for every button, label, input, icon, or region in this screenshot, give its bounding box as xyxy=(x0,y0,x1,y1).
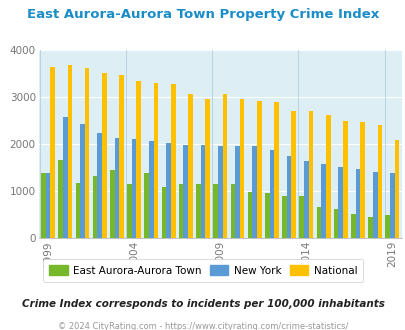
Bar xyxy=(85,68,89,238)
Bar xyxy=(372,172,377,238)
Bar xyxy=(153,83,158,238)
Bar xyxy=(75,183,80,238)
Bar xyxy=(333,209,338,238)
Bar xyxy=(325,115,330,238)
Bar xyxy=(230,183,234,238)
Bar xyxy=(308,111,313,238)
Bar xyxy=(166,143,171,238)
Bar xyxy=(110,170,114,238)
Bar xyxy=(132,139,136,238)
Bar xyxy=(360,122,364,238)
Bar xyxy=(316,207,320,238)
Bar xyxy=(291,111,295,238)
Bar xyxy=(273,102,278,238)
Text: Crime Index corresponds to incidents per 100,000 inhabitants: Crime Index corresponds to incidents per… xyxy=(21,299,384,309)
Bar xyxy=(338,167,342,238)
Bar xyxy=(269,150,273,238)
Text: © 2024 CityRating.com - https://www.cityrating.com/crime-statistics/: © 2024 CityRating.com - https://www.city… xyxy=(58,322,347,330)
Bar xyxy=(41,173,46,238)
Bar xyxy=(114,138,119,238)
Bar xyxy=(256,101,261,238)
Bar xyxy=(384,214,389,238)
Bar xyxy=(188,94,192,238)
Bar xyxy=(46,173,50,238)
Bar xyxy=(350,214,355,238)
Legend: East Aurora-Aurora Town, New York, National: East Aurora-Aurora Town, New York, Natio… xyxy=(43,259,362,282)
Bar xyxy=(161,187,166,238)
Bar xyxy=(63,117,67,238)
Bar xyxy=(252,147,256,238)
Bar xyxy=(200,146,205,238)
Bar xyxy=(217,147,222,238)
Bar xyxy=(58,160,63,238)
Bar xyxy=(127,184,132,238)
Bar xyxy=(80,124,85,238)
Bar xyxy=(234,147,239,238)
Bar xyxy=(183,146,188,238)
Bar xyxy=(367,217,372,238)
Bar xyxy=(67,65,72,238)
Bar xyxy=(144,173,149,238)
Bar xyxy=(119,75,124,238)
Bar xyxy=(247,192,252,238)
Bar xyxy=(136,81,141,238)
Bar xyxy=(303,161,308,238)
Bar xyxy=(298,196,303,238)
Bar xyxy=(213,184,217,238)
Bar xyxy=(102,73,107,238)
Bar xyxy=(377,125,381,238)
Bar xyxy=(92,177,97,238)
Bar xyxy=(196,184,200,238)
Bar xyxy=(205,99,209,238)
Bar xyxy=(389,173,394,238)
Bar xyxy=(320,164,325,238)
Bar xyxy=(222,94,227,238)
Bar xyxy=(239,99,244,238)
Text: East Aurora-Aurora Town Property Crime Index: East Aurora-Aurora Town Property Crime I… xyxy=(27,8,378,21)
Bar xyxy=(264,193,269,238)
Bar xyxy=(281,196,286,238)
Bar xyxy=(178,183,183,238)
Bar xyxy=(355,169,360,238)
Bar xyxy=(286,156,291,238)
Bar xyxy=(171,84,175,238)
Bar xyxy=(50,67,55,238)
Bar xyxy=(342,120,347,238)
Bar xyxy=(149,141,153,238)
Bar xyxy=(394,140,399,238)
Bar xyxy=(97,133,102,238)
